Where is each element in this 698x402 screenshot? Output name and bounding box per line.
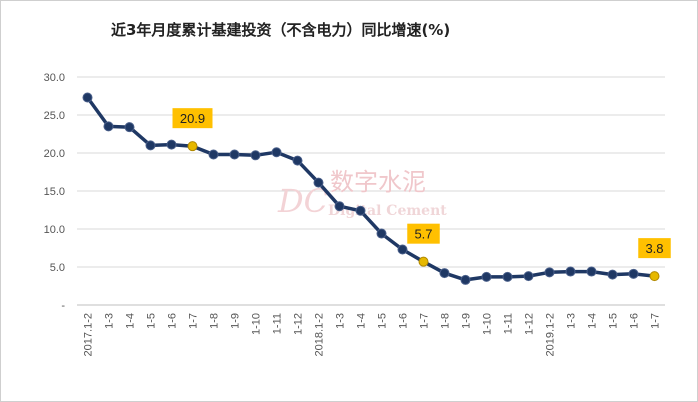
x-axis-ticks: 2017.1-2 1-3 1-4 1-5 1-6 1-7 1-8 1-9 1-10 1-11 1-1… <box>83 313 662 356</box>
x-tick-label: 1-3 <box>335 313 347 329</box>
data-point <box>271 147 282 158</box>
data-point <box>481 271 492 282</box>
data-point <box>607 269 618 280</box>
watermark: DC 数字水泥 Digital Cement <box>277 168 447 220</box>
x-tick-label: 1-8 <box>209 313 221 329</box>
data-point <box>355 205 366 216</box>
x-tick-label: 1-7 <box>650 313 662 329</box>
y-tick-label: 10.0 <box>44 224 65 236</box>
x-tick-label: 1-11 <box>503 313 515 334</box>
data-point <box>502 271 513 282</box>
data-point <box>313 177 324 188</box>
x-tick-label: 1-9 <box>461 313 473 329</box>
data-point <box>250 150 261 161</box>
y-tick-label: 30.0 <box>44 72 65 84</box>
data-point <box>103 121 114 132</box>
x-tick-label: 1-3 <box>104 313 116 329</box>
data-point <box>439 268 450 279</box>
x-tick-label: 1-7 <box>188 313 200 329</box>
y-axis-ticks: - 5.0 10.0 15.0 20.0 25.0 30.0 <box>44 72 66 312</box>
data-point <box>523 271 534 282</box>
y-tick-label: 5.0 <box>50 262 65 274</box>
data-point <box>628 268 639 279</box>
x-tick-label: 1-11 <box>272 313 284 334</box>
data-label: 5.7 <box>414 227 432 242</box>
x-tick-label: 1-5 <box>377 313 389 329</box>
data-label: 20.9 <box>180 111 205 126</box>
data-points <box>82 92 660 285</box>
data-point <box>145 140 156 151</box>
x-tick-label: 1-4 <box>587 313 599 329</box>
x-tick-label: 1-5 <box>146 313 158 329</box>
x-tick-label: 2018.1-2 <box>314 313 326 356</box>
x-tick-label: 1-6 <box>398 313 410 329</box>
data-point <box>334 201 345 212</box>
watermark-english: Digital Cement <box>328 203 447 219</box>
series-line <box>86 96 655 282</box>
data-point <box>166 139 177 150</box>
y-tick-label: - <box>61 300 65 312</box>
data-point <box>376 228 387 239</box>
data-point <box>124 122 135 133</box>
data-point <box>397 244 408 255</box>
x-tick-label: 1-5 <box>608 313 620 329</box>
x-tick-label: 1-9 <box>230 313 242 329</box>
y-tick-label: 20.0 <box>44 148 65 160</box>
x-tick-label: 1-10 <box>482 313 494 335</box>
data-point <box>586 266 597 277</box>
x-tick-label: 1-8 <box>440 313 452 329</box>
x-tick-label: 2019.1-2 <box>545 313 557 356</box>
x-tick-label: 1-12 <box>524 313 536 335</box>
x-tick-label: 1-6 <box>629 313 641 329</box>
highlight-point <box>649 271 660 282</box>
x-tick-label: 1-4 <box>125 313 137 329</box>
y-tick-label: 25.0 <box>44 110 65 122</box>
x-tick-label: 1-6 <box>167 313 179 329</box>
highlight-point <box>418 256 429 267</box>
y-tick-label: 15.0 <box>44 186 65 198</box>
highlight-point <box>187 141 198 152</box>
chart-title: 近3年月度累计基建投资（不含电力）同比增速(%) <box>111 21 451 39</box>
data-label-box <box>172 108 213 129</box>
x-tick-label: 1-10 <box>251 313 263 335</box>
data-point <box>460 274 471 285</box>
data-point <box>292 155 303 166</box>
x-tick-label: 1-3 <box>566 313 578 329</box>
x-tick-label: 1-7 <box>419 313 431 329</box>
watermark-logo: DC <box>277 182 328 220</box>
x-tick-label: 1-4 <box>356 313 368 329</box>
data-labels: 20.9 5.7 3.8 <box>172 108 671 259</box>
x-tick-label: 1-12 <box>293 313 305 335</box>
watermark-name: 数字水泥 <box>330 168 426 196</box>
data-point <box>544 267 555 278</box>
x-tick-label: 2017.1-2 <box>83 313 95 356</box>
data-label-box <box>407 223 440 244</box>
data-label: 3.8 <box>645 241 663 256</box>
data-point <box>565 266 576 277</box>
data-point <box>229 149 240 160</box>
data-label-box <box>638 238 671 259</box>
data-point <box>208 149 219 160</box>
data-point <box>82 92 93 103</box>
